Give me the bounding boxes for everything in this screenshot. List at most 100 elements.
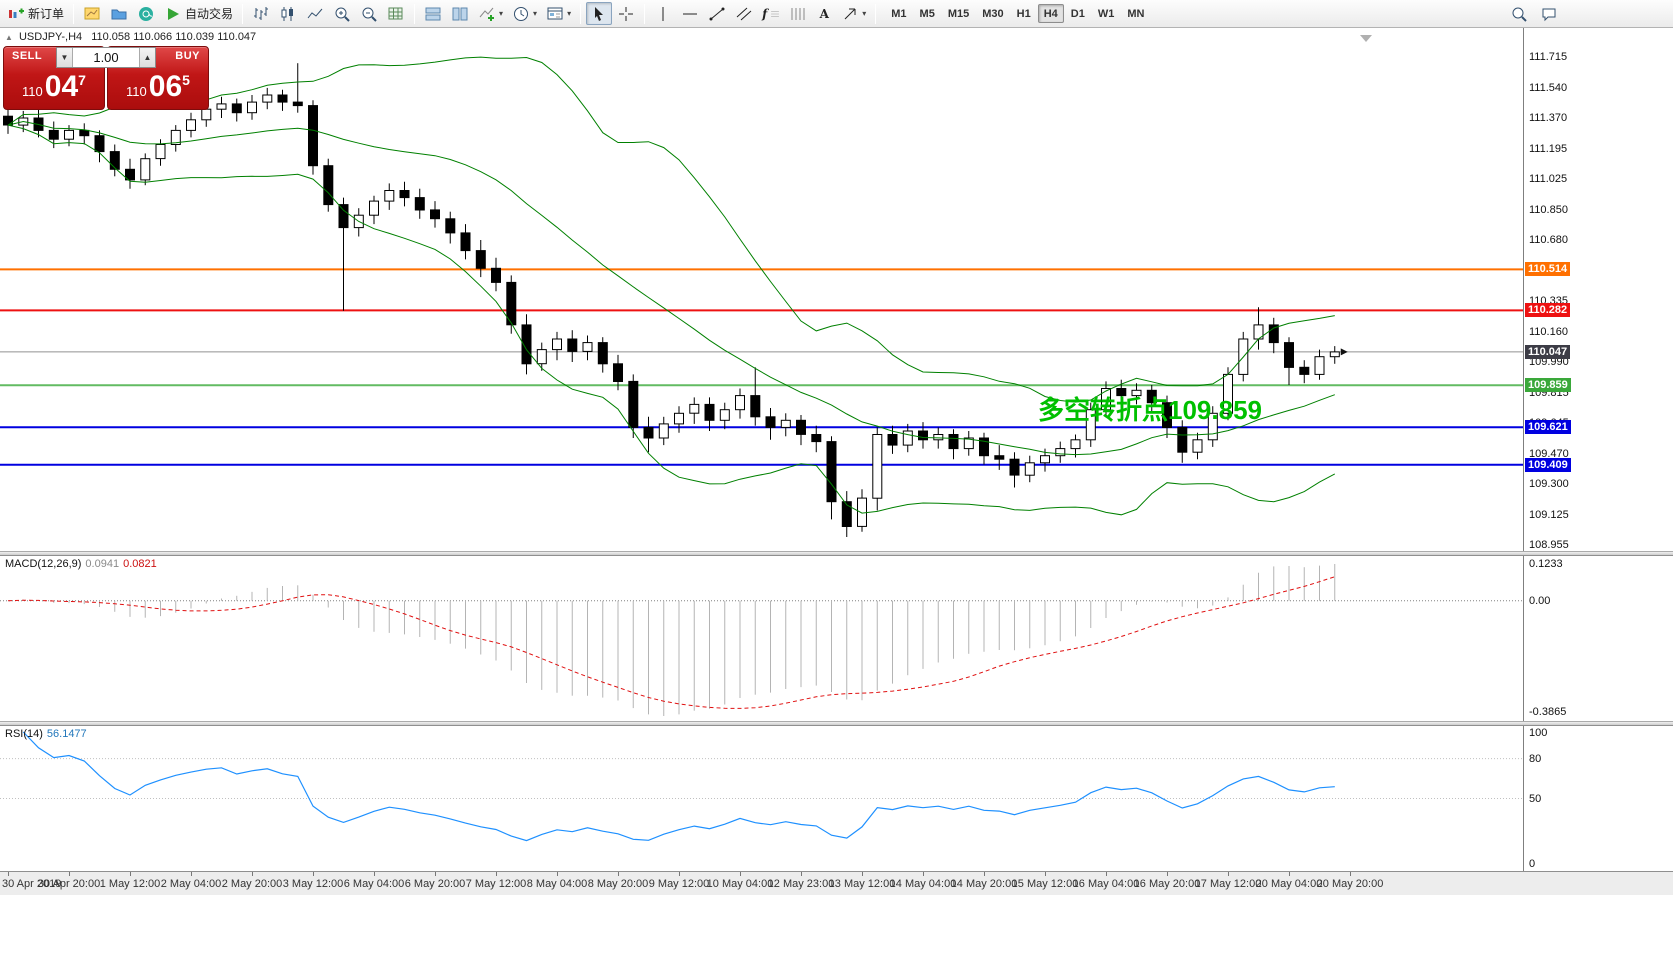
candlestick-chart-button[interactable] bbox=[275, 2, 301, 25]
charts-profile-button[interactable] bbox=[79, 2, 105, 25]
toolbar: 新订单 自动交易 bbox=[0, 0, 1673, 28]
dropdown-caret: ▾ bbox=[533, 8, 538, 18]
crosshair-tool-button[interactable] bbox=[613, 2, 639, 25]
price-scale[interactable]: 111.715 111.540 111.370 111.195 111.025 110.8… bbox=[1523, 28, 1673, 551]
zoom-out-icon bbox=[362, 7, 377, 22]
timeframe-button-h1[interactable]: H1 bbox=[1016, 8, 1031, 20]
time-axis-label: 15 May 12:00 bbox=[1011, 878, 1079, 890]
time-axis-label: 3 May 12:00 bbox=[282, 878, 344, 890]
one-click-trading-panel: SELL 110047 BUY 110065 ▼ ▲ bbox=[3, 46, 209, 110]
time-axis-label: 2 May 20:00 bbox=[221, 878, 283, 890]
rsi-chart[interactable] bbox=[0, 726, 1523, 871]
time-axis-label: 30 Apr 2019 bbox=[2, 878, 62, 890]
indicators-button[interactable]: ▾ bbox=[474, 2, 507, 25]
tile-windows-button[interactable] bbox=[420, 2, 446, 25]
zoom-out-button[interactable] bbox=[356, 2, 382, 25]
arrow-tools-button[interactable]: ▾ bbox=[837, 2, 870, 25]
bollinger-lower-band bbox=[7, 124, 1336, 516]
price-level-badge: 110.047 bbox=[1525, 344, 1571, 359]
time-axis-tick bbox=[1045, 872, 1046, 876]
cascade-windows-button[interactable] bbox=[447, 2, 473, 25]
line-chart-button[interactable] bbox=[302, 2, 328, 25]
price-level-badge: 110.514 bbox=[1525, 262, 1571, 277]
macd-label: MACD(12,26,9) 0.0941 0.0821 bbox=[5, 558, 157, 570]
price-axis-label: 111.025 bbox=[1529, 173, 1568, 185]
price-axis-label: 111.715 bbox=[1529, 51, 1568, 63]
time-axis-tick bbox=[1228, 872, 1229, 876]
timeframe-button-m1[interactable]: M1 bbox=[891, 8, 907, 20]
time-axis-label: 6 May 04:00 bbox=[343, 878, 405, 890]
data-window-button[interactable] bbox=[106, 2, 132, 25]
arrow-tool-icon bbox=[844, 8, 856, 19]
chart-shift-marker[interactable] bbox=[1360, 35, 1372, 42]
time-axis-label: 10 May 04:00 bbox=[706, 878, 774, 890]
autotrading-button[interactable]: 自动交易 bbox=[160, 2, 237, 25]
timeframe-button-mn[interactable]: MN bbox=[1127, 8, 1145, 20]
vertical-line-tool-button[interactable] bbox=[650, 2, 676, 25]
text-icon: A bbox=[819, 6, 829, 21]
cursor-tool-button[interactable] bbox=[586, 2, 613, 25]
new-order-button[interactable]: 新订单 bbox=[3, 2, 68, 25]
price-level-badge: 109.621 bbox=[1525, 420, 1571, 435]
rsi-axis-label: 50 bbox=[1529, 792, 1542, 805]
search-button[interactable] bbox=[1506, 2, 1532, 25]
channel-tool-button[interactable] bbox=[731, 2, 757, 25]
time-axis-tick bbox=[984, 872, 985, 876]
macd-axis-label: 0.00 bbox=[1529, 594, 1551, 607]
cascade-windows-icon bbox=[452, 7, 468, 20]
panel-separator[interactable] bbox=[0, 721, 1673, 726]
dropdown-caret: ▾ bbox=[567, 8, 572, 18]
bar-chart-button[interactable] bbox=[248, 2, 274, 25]
channel-icon bbox=[736, 7, 752, 20]
time-axis-tick bbox=[8, 872, 9, 876]
zoom-in-button[interactable] bbox=[329, 2, 355, 25]
panel-separator[interactable] bbox=[0, 551, 1673, 556]
cursor-icon bbox=[595, 6, 604, 21]
timeframe-button-m5[interactable]: M5 bbox=[919, 8, 935, 20]
price-axis-label: 111.370 bbox=[1529, 112, 1568, 124]
timeframe-button-m15[interactable]: M15 bbox=[947, 8, 970, 20]
feedback-button[interactable] bbox=[1536, 2, 1562, 25]
periods-button[interactable]: ▾ bbox=[508, 2, 541, 25]
horizontal-line-tool-button[interactable] bbox=[677, 2, 703, 25]
time-axis-label: 1 May 12:00 bbox=[99, 878, 161, 890]
time-axis-label: 9 May 12:00 bbox=[648, 878, 710, 890]
time-axis-tick bbox=[496, 872, 497, 876]
symbol-name: USDJPY-,H4 bbox=[18, 31, 83, 43]
cycle-lines-icon bbox=[791, 7, 805, 20]
price-axis-label: 110.160 bbox=[1529, 325, 1568, 338]
trendline-tool-button[interactable] bbox=[704, 2, 730, 25]
time-axis-label: 13 May 12:00 bbox=[828, 878, 896, 890]
volume-decrease-button[interactable]: ▼ bbox=[57, 48, 73, 67]
timeframe-button-m30[interactable]: M30 bbox=[982, 8, 1004, 20]
community-button[interactable] bbox=[133, 2, 159, 25]
fibonacci-tool-button[interactable]: f bbox=[758, 2, 784, 25]
time-axis-label: 8 May 20:00 bbox=[587, 878, 649, 890]
timeframe-button-w1[interactable]: W1 bbox=[1097, 8, 1115, 20]
time-axis-tick bbox=[313, 872, 314, 876]
toolbar-right-group bbox=[1506, 2, 1562, 25]
volume-increase-button[interactable]: ▲ bbox=[139, 48, 155, 67]
chart-grid-button[interactable] bbox=[383, 2, 409, 25]
sell-label: SELL bbox=[12, 50, 43, 62]
macd-chart[interactable] bbox=[0, 556, 1523, 721]
fibonacci-icon: f bbox=[762, 6, 768, 21]
buy-price: 110065 bbox=[126, 70, 190, 103]
timeframe-button-d1[interactable]: D1 bbox=[1070, 8, 1085, 20]
horizontal-level-lines bbox=[0, 268, 1523, 466]
templates-button[interactable]: ▾ bbox=[542, 2, 575, 25]
time-axis[interactable]: 30 Apr 2019 30 Apr 20:00 1 May 12:00 2 May … bbox=[0, 871, 1673, 895]
macd-scale[interactable]: 0.1233 0.00 -0.3865 bbox=[1523, 556, 1673, 721]
volume-input[interactable] bbox=[73, 48, 139, 67]
timeframe-button-h4[interactable]: H4 bbox=[1037, 4, 1064, 23]
main-chart[interactable] bbox=[0, 28, 1523, 551]
rsi-scale[interactable]: 100 80 50 0 bbox=[1523, 726, 1673, 871]
text-tool-button[interactable]: A bbox=[812, 2, 836, 25]
cycle-lines-tool-button[interactable] bbox=[785, 2, 811, 25]
time-axis-tick bbox=[130, 872, 131, 876]
tile-windows-icon bbox=[425, 7, 441, 20]
chart-annotation-text: 多空转折点109.859 bbox=[1038, 395, 1262, 425]
autotrading-icon bbox=[168, 7, 180, 20]
time-axis-tick bbox=[1289, 872, 1290, 876]
chart-grid-icon bbox=[388, 7, 403, 19]
